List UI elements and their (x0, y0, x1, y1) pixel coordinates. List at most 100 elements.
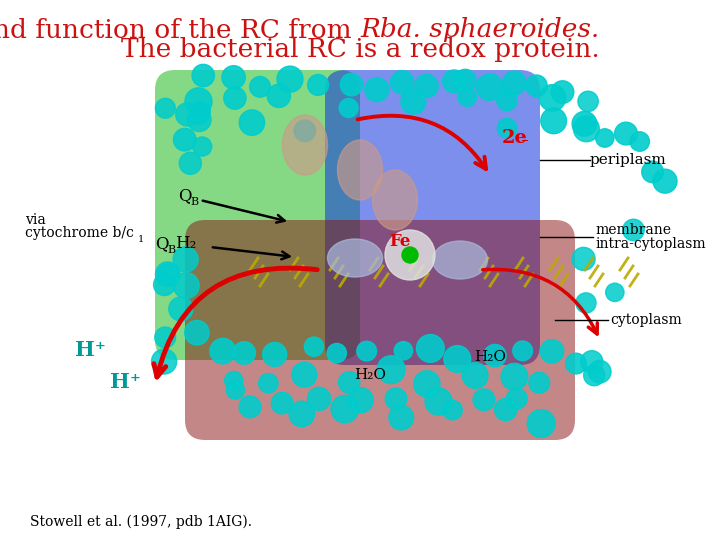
Circle shape (158, 264, 180, 286)
Circle shape (443, 70, 465, 93)
Circle shape (191, 102, 210, 121)
Circle shape (414, 371, 440, 397)
Circle shape (653, 169, 677, 193)
Circle shape (615, 122, 637, 145)
Text: B: B (167, 245, 175, 255)
Circle shape (462, 363, 488, 388)
Circle shape (225, 372, 243, 389)
FancyBboxPatch shape (155, 70, 360, 360)
Circle shape (185, 88, 212, 115)
Circle shape (506, 388, 527, 409)
Text: Q: Q (155, 235, 168, 253)
Circle shape (495, 399, 517, 421)
Circle shape (168, 297, 193, 321)
Circle shape (305, 337, 323, 356)
Circle shape (289, 401, 315, 427)
Circle shape (338, 372, 360, 393)
Circle shape (357, 341, 377, 361)
Circle shape (539, 85, 566, 111)
Text: H₂O: H₂O (354, 368, 386, 382)
Circle shape (402, 247, 418, 263)
Text: H₂O: H₂O (474, 350, 506, 364)
Circle shape (233, 342, 256, 364)
Circle shape (578, 91, 598, 112)
Circle shape (327, 343, 346, 363)
Circle shape (222, 66, 246, 89)
Circle shape (576, 293, 596, 313)
Circle shape (292, 362, 317, 387)
Text: via: via (25, 213, 46, 227)
Circle shape (250, 77, 271, 97)
Circle shape (444, 346, 471, 373)
Text: ⁻: ⁻ (521, 137, 529, 151)
Text: H₂: H₂ (175, 235, 197, 253)
Circle shape (239, 396, 261, 418)
Text: H⁺: H⁺ (110, 372, 141, 392)
Circle shape (385, 388, 407, 409)
Circle shape (193, 137, 212, 156)
Circle shape (226, 381, 245, 399)
Circle shape (187, 108, 211, 132)
Circle shape (513, 341, 533, 361)
Circle shape (179, 152, 202, 174)
Circle shape (540, 340, 564, 363)
Circle shape (454, 69, 476, 91)
Circle shape (191, 103, 210, 122)
Text: Fe: Fe (390, 233, 410, 251)
Circle shape (458, 88, 477, 106)
FancyBboxPatch shape (185, 220, 575, 440)
Text: Structure and function of the RC from: Structure and function of the RC from (0, 17, 360, 43)
Circle shape (584, 364, 605, 386)
Circle shape (156, 98, 175, 118)
Circle shape (341, 73, 363, 96)
Circle shape (192, 64, 215, 87)
Circle shape (415, 75, 438, 98)
Circle shape (176, 103, 199, 126)
Circle shape (267, 84, 290, 107)
Circle shape (630, 132, 649, 151)
Circle shape (294, 120, 315, 141)
Circle shape (572, 247, 595, 271)
Circle shape (339, 98, 358, 117)
Circle shape (151, 349, 176, 374)
Circle shape (501, 363, 528, 390)
Text: 2e: 2e (502, 129, 528, 147)
Circle shape (527, 409, 555, 437)
Ellipse shape (372, 170, 418, 230)
Circle shape (174, 273, 199, 299)
Circle shape (307, 75, 328, 96)
Text: Q: Q (178, 187, 192, 205)
Circle shape (277, 66, 303, 92)
Circle shape (541, 108, 567, 134)
Text: 1: 1 (138, 234, 144, 244)
Text: membrane: membrane (595, 223, 671, 237)
Circle shape (503, 71, 526, 95)
Circle shape (443, 400, 462, 420)
Circle shape (498, 118, 517, 138)
Circle shape (595, 129, 614, 147)
Circle shape (190, 105, 210, 124)
Circle shape (331, 395, 359, 423)
Circle shape (484, 345, 506, 367)
Circle shape (174, 129, 196, 151)
Circle shape (155, 327, 176, 348)
Circle shape (425, 388, 452, 415)
Text: Rba. sphaeroides.: Rba. sphaeroides. (360, 17, 599, 43)
Text: periplasm: periplasm (590, 153, 667, 167)
Circle shape (642, 161, 663, 183)
Circle shape (184, 320, 209, 345)
FancyBboxPatch shape (325, 70, 540, 365)
Circle shape (552, 81, 574, 103)
Circle shape (173, 247, 198, 272)
Ellipse shape (338, 140, 382, 200)
Ellipse shape (433, 241, 487, 279)
Circle shape (377, 356, 405, 384)
Text: H⁺: H⁺ (75, 340, 106, 360)
Ellipse shape (282, 115, 328, 175)
Circle shape (606, 283, 624, 301)
Ellipse shape (328, 239, 382, 277)
Circle shape (153, 274, 175, 295)
Circle shape (477, 74, 503, 100)
Circle shape (271, 393, 293, 414)
Circle shape (572, 111, 597, 136)
